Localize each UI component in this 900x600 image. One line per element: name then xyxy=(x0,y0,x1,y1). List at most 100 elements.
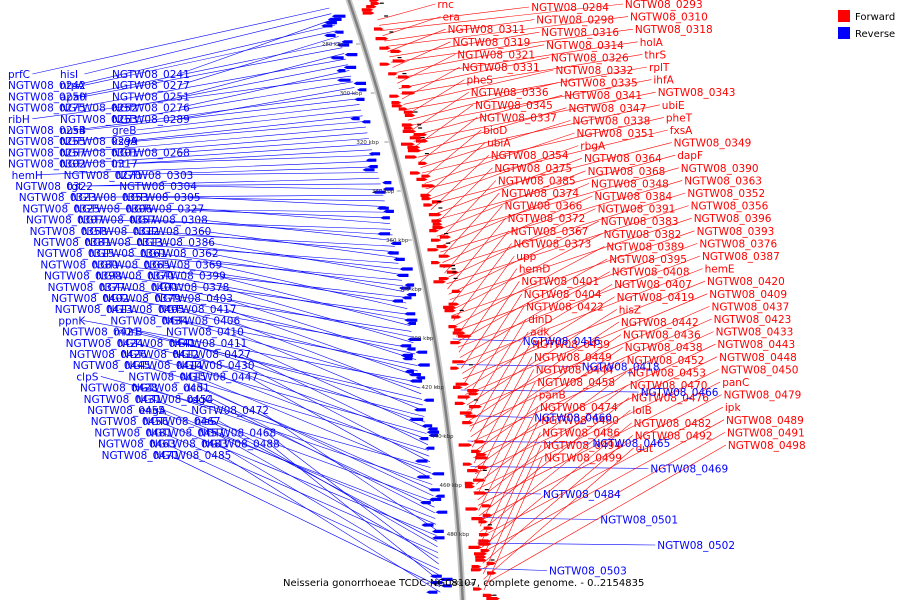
reverse-label-leader xyxy=(168,454,441,587)
reverse-gene-label: NGTW08_0455 xyxy=(87,405,165,417)
reverse-gene-arrow xyxy=(406,293,417,297)
forward-gene-label: NGTW08_0407 xyxy=(614,279,692,291)
forward-gene-arrow xyxy=(470,568,483,572)
reverse-gene-arrow xyxy=(391,299,404,303)
forward-gene-label: pheT xyxy=(666,112,693,124)
reverse-label-leader xyxy=(184,342,426,423)
reverse-gene-label: lnt xyxy=(112,159,126,171)
reverse-label-leader xyxy=(179,138,369,153)
forward-gene-label: NGTW08_0422 xyxy=(526,301,604,313)
forward-gene-arrow xyxy=(375,37,389,41)
reverse-label-leader xyxy=(152,241,400,270)
forward-label-leader xyxy=(441,192,500,258)
reverse-gene-label: NGTW08_0468 xyxy=(198,427,276,439)
forward-gene-arrow xyxy=(362,11,375,15)
forward-gene-arrow xyxy=(458,443,473,447)
reverse-gene-arrow xyxy=(353,81,367,85)
forward-label-leader xyxy=(465,306,525,400)
forward-gene-arrow xyxy=(448,325,458,329)
forward-label-leader xyxy=(482,432,541,559)
reverse-label-leader xyxy=(195,376,432,474)
reverse-gene-label: rdgC xyxy=(188,394,213,406)
reverse-label-leader xyxy=(127,115,363,142)
reverse-gene-label: NGTW08_0379 xyxy=(103,293,181,305)
reverse-label-leader xyxy=(179,87,355,120)
reverse-gene-arrow xyxy=(400,353,413,357)
forward-gene-label: NGTW08_0476 xyxy=(631,393,709,405)
forward-gene-arrow xyxy=(379,62,391,66)
reverse-gene-arrow xyxy=(382,181,392,185)
reverse-gene-arrow xyxy=(420,501,431,505)
forward-label-leader xyxy=(479,397,630,517)
reverse-gene-arrow xyxy=(376,206,389,210)
forward-gene-label: NGTW08_0326 xyxy=(551,52,629,64)
reverse-gene-arrow xyxy=(368,152,381,156)
forward-gene-label: NGTW08_0389 xyxy=(606,241,684,253)
forward-label-leader xyxy=(478,394,537,511)
reverse-gene-label: NGTW08_0362 xyxy=(141,248,219,260)
forward-label-leader xyxy=(423,129,482,179)
forward-label-leader xyxy=(380,3,623,31)
reverse-label-leader xyxy=(127,149,372,164)
reverse-gene-arrow xyxy=(341,40,353,44)
reverse-gene-label: NGTW08_0308 xyxy=(130,215,208,227)
tick-label: 340 kbp xyxy=(372,189,395,195)
forward-gene-label: upp xyxy=(516,251,536,263)
reverse-gene-arrow xyxy=(321,24,333,28)
tick-label: 400 kbp xyxy=(411,336,434,342)
reverse-gene-label: NGTW08_0414 xyxy=(125,360,203,372)
forward-gene-arrow xyxy=(452,360,466,364)
reverse-label-leader xyxy=(211,398,436,514)
reverse-label-leader xyxy=(236,342,426,429)
reverse-label-leader xyxy=(96,230,395,247)
reverse-gene-label: NGTW08_0421 xyxy=(62,327,140,339)
reverse-gene-label: NGTW08_0361 xyxy=(89,248,167,260)
reverse-label-leader xyxy=(136,121,365,142)
forward-gene-label: NGTW08_0489 xyxy=(726,415,804,427)
forward-gene-label: NGTW08_0408 xyxy=(612,267,690,279)
reverse-gene-label: NGTW08_0252 xyxy=(60,103,138,115)
reverse-gene-label: NGTW08_0400 xyxy=(100,282,178,294)
forward-label-leader xyxy=(480,406,724,538)
forward-gene-label: NGTW08_0439 xyxy=(532,339,610,351)
forward-gene-label: NGTW08_0452 xyxy=(627,355,705,367)
forward-gene-label: NGTW08_0479 xyxy=(724,390,802,402)
reverse-gene-arrow xyxy=(421,424,433,428)
reverse-gene-label: NGTW08_0430 xyxy=(177,360,255,372)
reverse-gene-label: NGTW08_0257 xyxy=(8,147,86,159)
reverse-label-leader xyxy=(75,126,366,153)
reverse-gene-label: NGTW08_0406 xyxy=(162,315,240,327)
reverse-label-leader xyxy=(150,398,435,502)
forward-gene-label: NGTW08_0443 xyxy=(717,339,795,351)
reverse-gene-label: NGTW08_0456 xyxy=(91,416,169,428)
reverse-gene-arrow xyxy=(431,529,444,533)
forward-gene-label: NGTW08_0420 xyxy=(707,276,785,288)
reverse-gene-label: NGTW08_0431 xyxy=(84,394,162,406)
forward-label-leader xyxy=(481,419,725,554)
reverse-gene-label: NGTW08_0418 xyxy=(582,362,660,374)
reverse-label-leader xyxy=(138,331,423,406)
forward-gene-label: NGTW08_0335 xyxy=(560,78,638,90)
forward-gene-arrow xyxy=(457,334,472,338)
forward-label-leader xyxy=(392,41,451,68)
forward-label-leader xyxy=(480,419,540,543)
reverse-label-leader xyxy=(170,297,416,355)
reverse-label-leader xyxy=(202,398,435,508)
reverse-gene-label: apaH xyxy=(60,91,87,103)
forward-gene-label: NGTW08_0366 xyxy=(505,201,583,213)
reverse-label-leader xyxy=(136,104,360,131)
reverse-label-leader xyxy=(478,568,548,571)
reverse-gene-arrow xyxy=(415,350,428,354)
forward-label-leader xyxy=(469,318,712,427)
forward-gene-label: NGTW08_0348 xyxy=(591,178,669,190)
reverse-label-leader xyxy=(129,331,423,400)
forward-gene-label: NGTW08_0449 xyxy=(534,352,612,364)
reverse-gene-label: NGTW08_0463 xyxy=(98,439,176,451)
reverse-gene-label: NGTW08_0353 xyxy=(71,192,149,204)
reverse-label-leader xyxy=(179,70,350,108)
reverse-gene-label: NGTW08_0469 xyxy=(650,464,728,476)
forward-gene-arrow xyxy=(418,161,428,165)
reverse-gene-arrow xyxy=(404,283,415,287)
